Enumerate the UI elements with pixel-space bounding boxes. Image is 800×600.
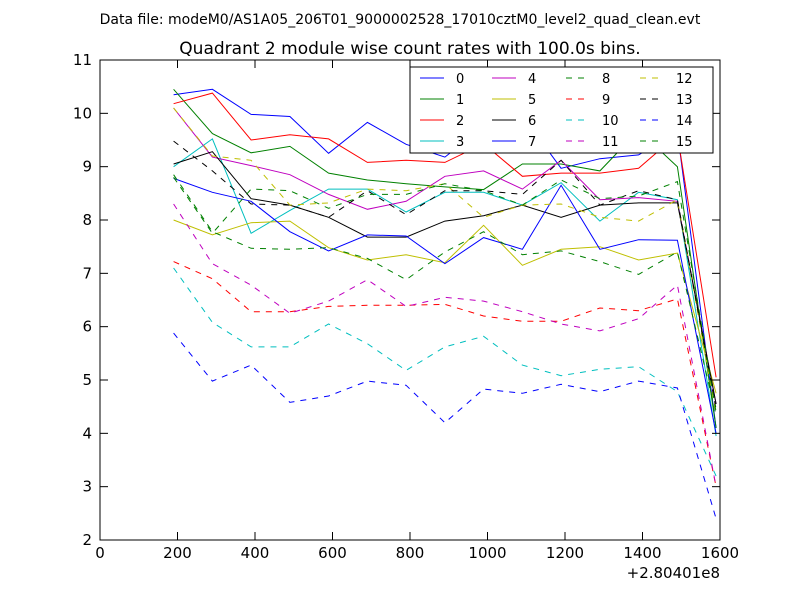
y-tick-label-5: 7 — [82, 264, 92, 282]
legend-label-15: 15 — [676, 135, 693, 150]
legend-label-7: 7 — [528, 135, 536, 150]
series-line-14 — [173, 332, 717, 519]
x-tick-label-3: 600 — [318, 544, 347, 562]
legend-frame — [409, 66, 714, 154]
legend-label-11: 11 — [602, 135, 619, 150]
y-tick-label-9: 11 — [73, 51, 92, 69]
legend-label-3: 3 — [456, 135, 464, 150]
y-tick-label-4: 6 — [82, 318, 92, 336]
legend-label-10: 10 — [602, 114, 619, 129]
series-line-7 — [173, 177, 717, 434]
ticks-layer: 0 200 400 600 800 1000 1200 1400 160023456789101… — [73, 51, 739, 562]
series-line-12 — [173, 107, 717, 415]
x-tick-label-4: 800 — [396, 544, 425, 562]
series-line-2 — [173, 92, 717, 378]
x-offset-label: +2.80401e8 — [627, 564, 720, 582]
legend-label-4: 4 — [528, 72, 536, 87]
x-tick-label-5: 1000 — [468, 544, 506, 562]
x-tick-label-6: 1200 — [546, 544, 584, 562]
legend-label-14: 14 — [676, 114, 693, 129]
legend-label-5: 5 — [528, 93, 536, 108]
series-line-10 — [173, 267, 717, 477]
legend-label-12: 12 — [676, 72, 693, 87]
series-line-3 — [173, 138, 717, 437]
y-tick-label-6: 8 — [82, 211, 92, 229]
series-line-13 — [173, 140, 717, 410]
x-tick-label-1: 200 — [163, 544, 192, 562]
legend-label-9: 9 — [602, 93, 610, 108]
legend-label-8: 8 — [602, 72, 610, 87]
legend-label-6: 6 — [528, 114, 536, 129]
data-file-suptitle: Data file: modeM0/AS1A05_206T01_90000025… — [100, 12, 701, 28]
x-tick-label-7: 1400 — [623, 544, 661, 562]
y-tick-label-0: 2 — [82, 531, 92, 549]
legend-label-0: 0 — [456, 72, 464, 87]
y-tick-label-2: 4 — [82, 424, 92, 442]
chart-title: Quadrant 2 module wise count rates with … — [179, 39, 640, 59]
legend-label-1: 1 — [456, 93, 464, 108]
y-tick-label-1: 3 — [82, 478, 92, 496]
series-line-8 — [173, 174, 717, 415]
series-line-0 — [173, 88, 717, 429]
legend-label-13: 13 — [676, 93, 693, 108]
y-tick-label-3: 5 — [82, 371, 92, 389]
series-layer — [173, 88, 717, 519]
legend-label-2: 2 — [456, 114, 464, 129]
series-line-6 — [173, 151, 717, 405]
series-line-5 — [173, 219, 717, 394]
series-line-9 — [173, 261, 717, 487]
plot-frame — [99, 59, 721, 541]
series-line-4 — [173, 107, 717, 405]
series-line-11 — [173, 203, 717, 487]
y-tick-label-8: 10 — [73, 104, 92, 122]
series-line-15 — [173, 177, 717, 413]
x-tick-label-0: 0 — [95, 544, 105, 562]
x-tick-label-2: 400 — [241, 544, 270, 562]
x-tick-label-8: 1600 — [701, 544, 739, 562]
y-tick-label-7: 9 — [82, 158, 92, 176]
